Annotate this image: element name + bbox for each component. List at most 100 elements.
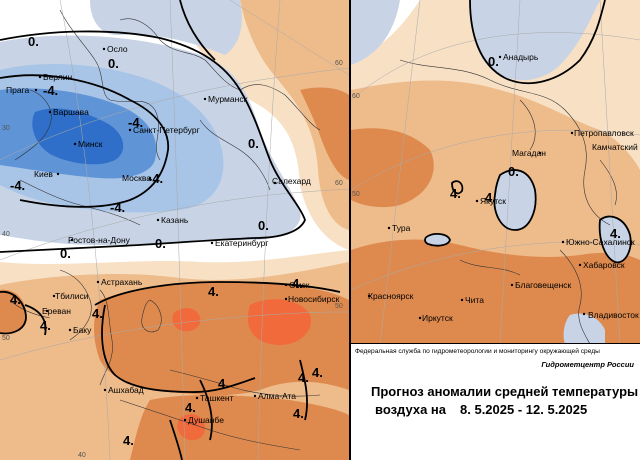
isoline-label: -4. xyxy=(148,171,163,186)
isoline-label: 4. xyxy=(610,226,621,241)
isoline-label: 4. xyxy=(298,370,309,385)
isoline-label: 4. xyxy=(92,306,103,321)
isoline-label: 0. xyxy=(248,136,259,151)
city-label: Омск xyxy=(289,280,310,290)
city-label: Москва xyxy=(122,173,151,183)
city-label: Анадырь xyxy=(503,52,539,62)
city-label: Магадан xyxy=(512,148,546,158)
city-label: Новосибирск xyxy=(288,294,340,304)
city-label: Санкт-Петербург xyxy=(133,125,200,135)
warm-mid-south xyxy=(130,395,349,460)
isoline-label: 0. xyxy=(60,246,71,261)
isoline-label: -4. xyxy=(43,83,58,98)
city-label: Мурманск xyxy=(208,94,248,104)
cold-strong-area xyxy=(32,108,124,165)
cold-faint-north xyxy=(90,0,242,55)
grid-label: 60 xyxy=(335,180,343,187)
city-label: Ашхабад xyxy=(108,385,144,395)
city-label: Ростов-на-Дону xyxy=(68,235,131,245)
organization-name: Федеральная служба по гидрометеорологии … xyxy=(355,348,600,355)
europe-asia-map: 30 40 50 60 60 50 40 0. 0. -4. -4. -4. -… xyxy=(0,0,349,460)
grid-label: 40 xyxy=(2,231,10,238)
isoline-label: 0. xyxy=(28,34,39,49)
isoline-label: 4. xyxy=(123,433,134,448)
info-panel: Федеральная служба по гидрометеорологии … xyxy=(353,344,640,460)
city-label: Екатеринбург xyxy=(215,238,268,248)
isoline-label: 4. xyxy=(312,365,323,380)
center-name: Гидрометцентр России xyxy=(541,360,634,369)
cold-faint-vladivostok xyxy=(563,313,605,344)
isoline-label: 4. xyxy=(485,190,496,205)
warm-mid-northeast xyxy=(300,87,349,180)
cold-faint-yakut xyxy=(494,170,536,230)
city-label: Прага xyxy=(6,85,29,95)
city-markers-left: Осло Берлин Прага Варшава Минск Киев Мос… xyxy=(6,44,340,425)
grid-label: 60 xyxy=(335,60,343,67)
isoline-label: 0. xyxy=(488,54,499,69)
warm-strong-spot-2 xyxy=(172,308,201,332)
city-label: Варшава xyxy=(53,107,89,117)
city-label: Ереван xyxy=(42,306,71,316)
isolines-right xyxy=(424,0,632,264)
cold-faint-northeast xyxy=(470,0,600,81)
map-divider xyxy=(349,0,351,460)
city-label: Душанбе xyxy=(188,415,224,425)
city-label: Казань xyxy=(161,215,189,225)
isoline-label: 0. xyxy=(155,236,166,251)
grid-label: 50 xyxy=(2,335,10,342)
forecast-period: 8. 5.2025 - 12. 5.2025 xyxy=(460,402,588,417)
city-label: Киев xyxy=(34,169,53,179)
isoline-label: 0. xyxy=(508,164,519,179)
isoline-label: -4. xyxy=(10,178,25,193)
isoline-label: 4. xyxy=(40,318,51,333)
isoline-label: 4. xyxy=(293,406,304,421)
isoline-label: 0. xyxy=(258,218,269,233)
isoline-label: 4. xyxy=(208,284,219,299)
city-label: Салехард xyxy=(272,176,311,186)
isoline-label: 4. xyxy=(10,292,21,307)
city-label: Чита xyxy=(465,295,484,305)
panel-divider xyxy=(351,343,640,344)
city-label: Тбилиси xyxy=(55,291,89,301)
cold-faint-spot xyxy=(425,233,450,246)
siberia-far-east-map: 60 50 0. 4. 4. 0. 4. Анадырь Петропавлов… xyxy=(351,0,640,344)
city-markers-right: Анадырь Петропавловск Камчатский Магадан… xyxy=(367,52,639,323)
city-label: Тура xyxy=(392,223,411,233)
city-label: Берлин xyxy=(43,72,72,82)
title-line-2: воздуха на 8. 5.2025 - 12. 5.2025 xyxy=(375,402,587,417)
grid-label: 60 xyxy=(352,93,360,100)
city-label: Иркутск xyxy=(422,313,453,323)
warm-strong-spot-1 xyxy=(248,299,311,345)
grid-label: 50 xyxy=(335,303,343,310)
city-label: Хабаровск xyxy=(583,260,625,270)
isolines-left xyxy=(0,0,341,460)
cold-faint-west xyxy=(351,0,400,65)
city-label: Алма-Ата xyxy=(258,391,296,401)
city-label: Южно-Сахалинск xyxy=(566,237,635,247)
city-label: Осло xyxy=(107,44,128,54)
city-label: Баку xyxy=(73,325,92,335)
grid-label: 30 xyxy=(2,125,10,132)
title-line-2-text: воздуха на xyxy=(375,402,447,417)
isoline-label: -4. xyxy=(128,115,143,130)
isoline-label: 4. xyxy=(218,376,229,391)
city-label: Астрахань xyxy=(101,277,143,287)
warm-mid-area xyxy=(351,239,640,344)
warm-light-northeast xyxy=(240,0,349,230)
city-label: Якутск xyxy=(480,196,506,206)
isoline-label: -4. xyxy=(110,200,125,215)
city-label: Камчатский xyxy=(592,142,638,152)
grid-label: 40 xyxy=(78,452,86,459)
coastlines xyxy=(9,9,321,451)
coastlines xyxy=(399,59,617,344)
isoline-label: 4. xyxy=(185,400,196,415)
city-label: Владивосток xyxy=(588,310,639,320)
city-label: Петропавловск xyxy=(574,128,634,138)
city-label: Минск xyxy=(78,139,103,149)
isoline-label: 0. xyxy=(108,56,119,71)
cold-faint-sakhalin xyxy=(599,216,631,263)
isoline-label: 4. xyxy=(450,186,461,201)
isoline-label: 4. xyxy=(292,276,303,291)
city-label: Ташкент xyxy=(200,393,234,403)
